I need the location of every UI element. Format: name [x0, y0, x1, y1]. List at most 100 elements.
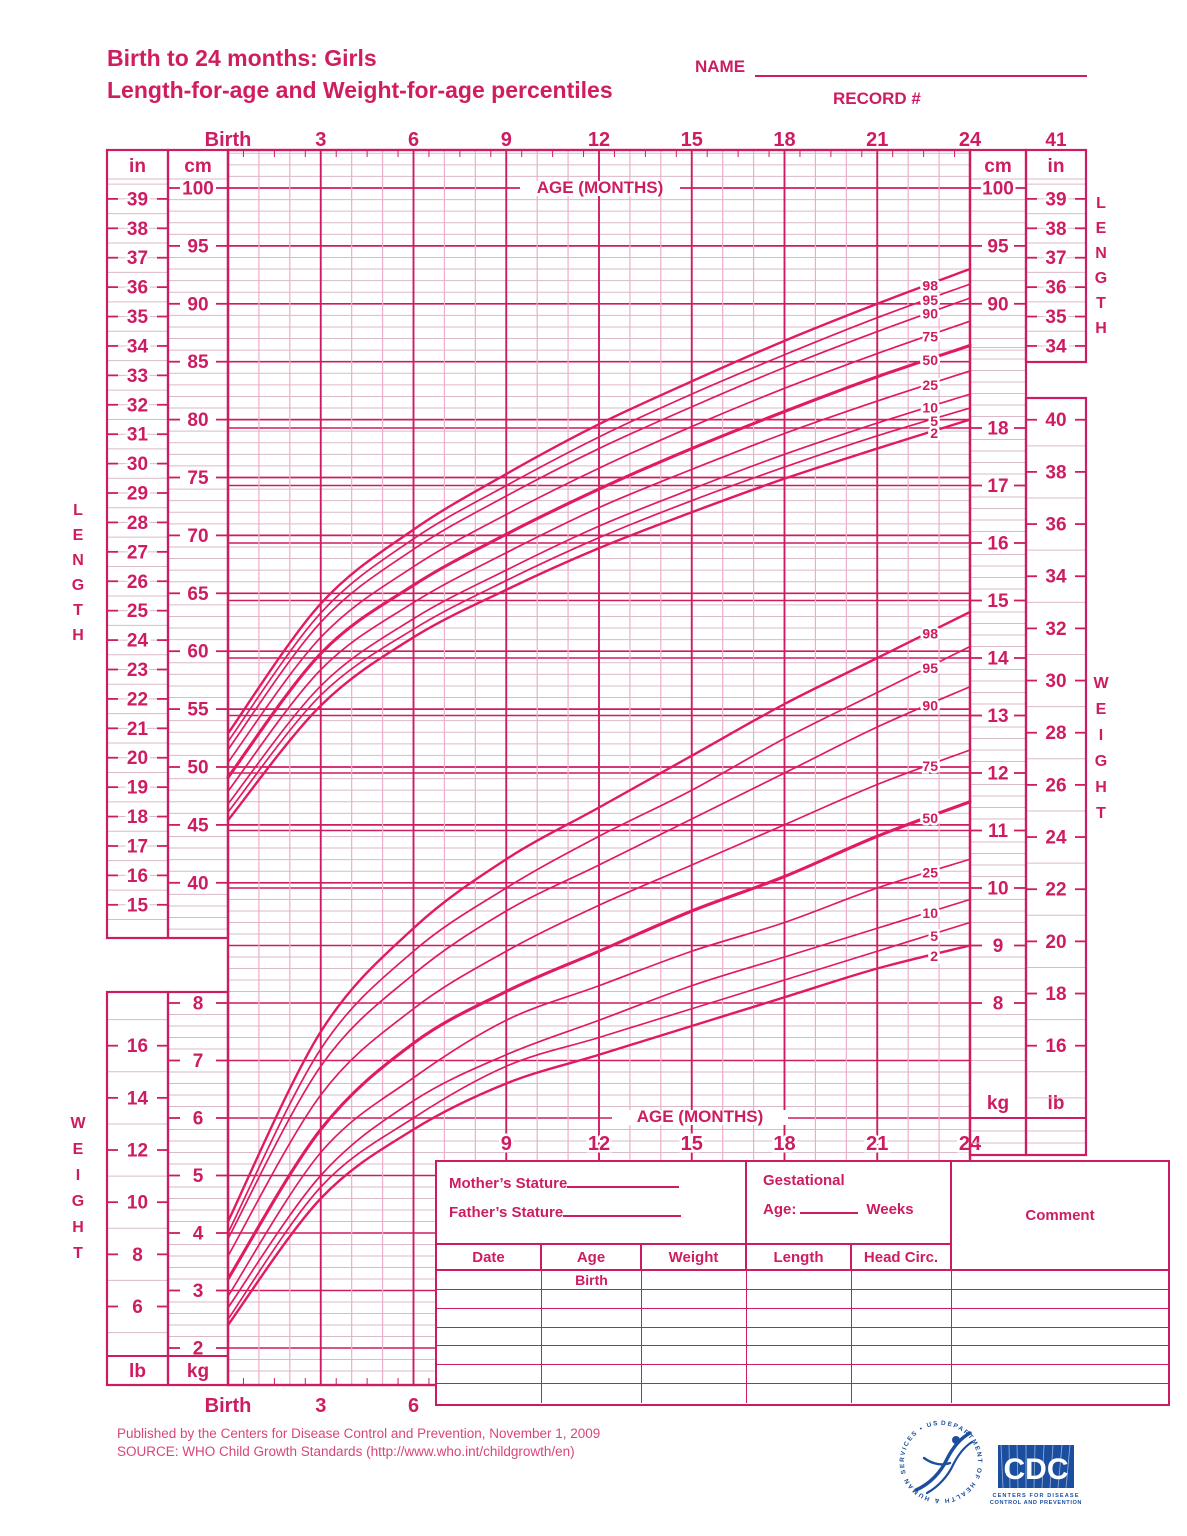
table-cell[interactable]: [747, 1365, 852, 1384]
lb-right-tick-26: 26: [1045, 775, 1066, 796]
table-cell[interactable]: [542, 1327, 642, 1346]
age-months-label-bottom: AGE (MONTHS): [637, 1107, 764, 1126]
table-cell[interactable]: [747, 1384, 852, 1403]
mothers-stature-input-line[interactable]: [567, 1172, 680, 1188]
x-tick-inside-18: 18: [773, 1133, 795, 1155]
table-cell-age-birth[interactable]: Birth: [542, 1271, 642, 1289]
table-cell[interactable]: [852, 1365, 952, 1384]
stature-section: Mother’s Stature Father’s Stature: [437, 1162, 747, 1245]
cdc-logo-rays-icon: [1000, 1444, 1071, 1489]
table-cell[interactable]: [642, 1271, 747, 1289]
table-cell[interactable]: [747, 1327, 852, 1346]
gestational-age-input-line[interactable]: [800, 1198, 859, 1214]
cm-left-tick-85: 85: [187, 352, 209, 373]
table-cell[interactable]: [542, 1346, 642, 1365]
table-cell[interactable]: [747, 1308, 852, 1327]
weight-percentile-label-95: 95: [922, 660, 938, 676]
weight-percentile-label-5: 5: [930, 928, 938, 944]
table-cell[interactable]: [642, 1384, 747, 1403]
length-axis-title-left: T: [73, 602, 83, 619]
lb-right-tick-24: 24: [1045, 828, 1067, 849]
table-cell[interactable]: [642, 1308, 747, 1327]
in-left-tick-34: 34: [127, 336, 149, 357]
kg-right-tick-14: 14: [987, 649, 1009, 670]
in-left-tick-21: 21: [127, 719, 149, 740]
name-input-line[interactable]: [755, 61, 1087, 77]
table-cell[interactable]: [437, 1308, 542, 1327]
in-left-tick-20: 20: [127, 748, 148, 769]
table-cell[interactable]: [542, 1289, 642, 1308]
fathers-stature-input-line[interactable]: [563, 1201, 682, 1217]
table-data-rows: Birth: [437, 1271, 1168, 1403]
right-in-column-box: [1024, 148, 1088, 364]
weight-percentile-label-25: 25: [922, 865, 938, 881]
in-right-tick-38: 38: [1045, 219, 1066, 240]
table-cell[interactable]: [852, 1327, 952, 1346]
length-percentile-curve-10: [227, 393, 971, 805]
length-axis-title-left: H: [72, 627, 84, 644]
table-cell[interactable]: [642, 1365, 747, 1384]
table-cell[interactable]: [437, 1271, 542, 1289]
gestational-section: Gestational Age: Weeks: [747, 1162, 952, 1245]
in-left-tick-19: 19: [127, 778, 148, 799]
column-header-weight: Weight: [642, 1245, 747, 1271]
length-percentile-curve-5: [227, 407, 971, 814]
x-tick-top-21: 21: [866, 129, 888, 151]
table-cell[interactable]: [642, 1346, 747, 1365]
gestational-age-label: Age:: [763, 1201, 797, 1218]
table-cell[interactable]: [437, 1327, 542, 1346]
cm-left-tick-65: 65: [187, 584, 209, 605]
cm-right-tick-95: 95: [987, 236, 1009, 257]
x-tick-top-12: 12: [588, 129, 610, 151]
length-percentile-curve-75: [227, 320, 971, 764]
table-cell[interactable]: [852, 1346, 952, 1365]
kg-left-tick-5: 5: [193, 1166, 204, 1187]
table-cell[interactable]: [747, 1289, 852, 1308]
table-row: [437, 1365, 1168, 1385]
cm-right-tick-90: 90: [987, 294, 1008, 315]
weight-percentile-curve-75: [227, 749, 971, 1257]
kg-right-tick-8: 8: [993, 994, 1004, 1015]
length-axis-title-left: G: [72, 577, 84, 594]
label-knockout: [520, 181, 680, 196]
x-tick-top-3: 3: [315, 129, 326, 151]
table-cell[interactable]: [542, 1384, 642, 1403]
weight-axis-title-left: W: [70, 1115, 86, 1132]
in-left-tick-23: 23: [127, 660, 148, 681]
table-cell[interactable]: [437, 1289, 542, 1308]
table-cell[interactable]: [852, 1271, 952, 1289]
in-left-tick-35: 35: [127, 307, 149, 328]
length-percentile-label-50: 50: [922, 352, 938, 368]
in-left-tick-18: 18: [127, 807, 148, 828]
table-cell[interactable]: [852, 1289, 952, 1308]
kg-left-tick-3: 3: [193, 1281, 204, 1302]
length-axis-title-left: L: [73, 502, 83, 519]
length-axis-title-right: L: [1096, 195, 1106, 212]
cm-left-tick-90: 90: [187, 294, 208, 315]
table-cell[interactable]: [542, 1365, 642, 1384]
table-cell[interactable]: [642, 1289, 747, 1308]
table-cell[interactable]: [747, 1346, 852, 1365]
x-tick-inside-15: 15: [681, 1133, 703, 1155]
comment-header-cell: Comment: [952, 1162, 1168, 1271]
x-tick-top-6: 6: [408, 129, 419, 151]
in-left-tick-22: 22: [127, 689, 148, 710]
table-cell[interactable]: [437, 1384, 542, 1403]
fathers-stature-label: Father’s Stature: [449, 1204, 564, 1221]
weight-percentile-curve-25: [227, 858, 971, 1298]
table-cell[interactable]: [542, 1308, 642, 1327]
measurement-table: Mother’s Stature Father’s Stature Gestat…: [435, 1160, 1170, 1406]
table-cell[interactable]: [747, 1271, 852, 1289]
table-cell[interactable]: [852, 1384, 952, 1403]
in-left-tick-31: 31: [127, 425, 149, 446]
weight-axis-title-right: G: [1095, 753, 1107, 770]
cdc-subtext-line1: CENTERS FOR DISEASE: [992, 1493, 1079, 1499]
table-cell[interactable]: [642, 1327, 747, 1346]
table-row: Birth: [437, 1271, 1168, 1290]
table-cell[interactable]: [852, 1308, 952, 1327]
age-months-label-top: AGE (MONTHS): [537, 178, 664, 197]
table-cell[interactable]: [437, 1346, 542, 1365]
length-percentile-curve-25: [227, 370, 971, 793]
table-cell[interactable]: [437, 1365, 542, 1384]
